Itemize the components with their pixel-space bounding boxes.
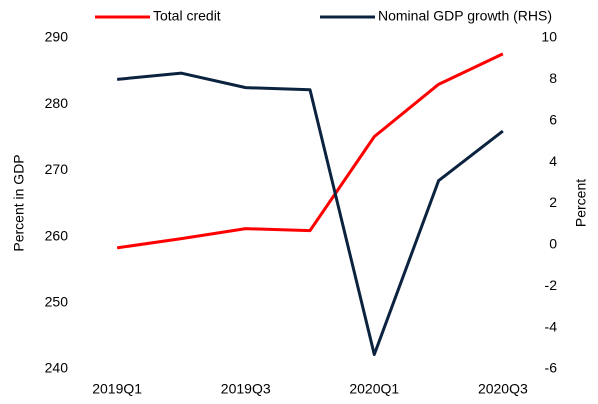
y2-axis-title: Percent [573,179,589,227]
y-tick-label: 240 [45,360,69,376]
y2-tick-label: 4 [549,153,557,169]
line-series [116,71,504,357]
y2-tick-label: 0 [549,236,557,252]
y-tick-label: 290 [45,29,69,45]
y2-tick-label: -6 [545,360,558,376]
y2-tick-label: 2 [549,194,557,210]
y-tick-label: 260 [45,227,69,243]
x-tick-label: 2019Q3 [221,381,271,397]
y2-tick-label: -4 [545,318,558,334]
legend-label: Total credit [153,8,221,24]
y-tick-label: 280 [45,95,69,111]
y2-tick-label: -2 [545,277,558,293]
y2-tick-label: 10 [541,29,557,45]
y-tick-label: 270 [45,161,69,177]
y2-tick-label: 6 [549,111,557,127]
y-tick-label: 250 [45,294,69,310]
x-tick-label: 2019Q1 [92,381,142,397]
x-tick-label: 2020Q3 [478,381,528,397]
y2-tick-label: 8 [549,70,557,86]
y-axis-title: Percent in GDP [11,154,27,251]
x-tick-label: 2020Q1 [349,381,399,397]
line-series [116,52,504,250]
legend-label: Nominal GDP growth (RHS) [378,8,552,24]
